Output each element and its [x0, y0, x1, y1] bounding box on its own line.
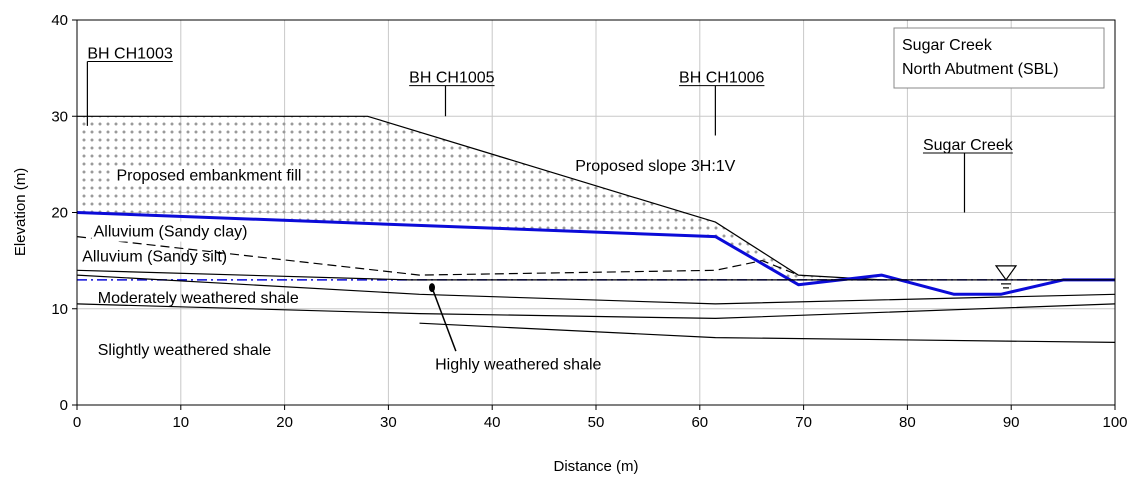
borehole-markers: BH CH1003 BH CH1005 BH CH1006 Sugar Creek — [86, 46, 1018, 289]
series-lines — [76, 115, 1116, 343]
x-tick-label: 30 — [380, 414, 397, 431]
borehole-label: BH CH1005 — [409, 70, 494, 87]
y-tick-label: 40 — [51, 12, 68, 29]
legend: Sugar Creek North Abutment (SBL) — [893, 27, 1105, 89]
water-level-triangle-icon — [994, 265, 1018, 281]
x-tick-label: 60 — [691, 414, 708, 431]
layer-annotation: Alluvium (Sandy clay) — [94, 224, 248, 241]
y-tick-label: 0 — [60, 397, 68, 414]
y-axis-title: Elevation (m) — [12, 168, 29, 256]
legend-entry: Sugar Creek — [902, 37, 993, 54]
x-tick-label: 0 — [73, 414, 81, 431]
annotation-background — [114, 165, 304, 186]
embankment-fill-area — [77, 116, 882, 285]
borehole-label: BH CH1006 — [679, 70, 764, 87]
annotations: Proposed embankment fill Proposed slope 3… — [82, 158, 735, 373]
x-tick-label: 20 — [276, 414, 293, 431]
axis-ticks: 0 10 20 30 40 50 60 70 80 90 100 0 10 20 30 40 — [51, 12, 1127, 431]
alluvium-boundary-line — [76, 236, 799, 276]
borehole-label: BH CH1003 — [87, 46, 172, 63]
x-tick-label: 40 — [484, 414, 501, 431]
legend-entry: North Abutment (SBL) — [902, 61, 1059, 78]
layer-annotation: Slightly weathered shale — [98, 342, 272, 359]
pointer-dot — [428, 283, 435, 293]
annotation-background — [91, 221, 250, 242]
x-axis-title: Distance (m) — [553, 458, 638, 475]
x-tick-label: 90 — [1003, 414, 1020, 431]
x-tick-label: 50 — [588, 414, 605, 431]
x-tick-label: 80 — [899, 414, 916, 431]
layer-annotation: Proposed slope 3H:1V — [575, 158, 735, 175]
layer-annotation: Proposed embankment fill — [116, 168, 301, 185]
moderately-weathered-top-line — [76, 274, 1116, 305]
fill-region — [77, 116, 882, 285]
layer-annotation: Moderately weathered shale — [98, 290, 299, 307]
slightly-weathered-top-line — [76, 303, 1116, 320]
creek-label: Sugar Creek — [923, 137, 1014, 154]
lower-boundary-line — [419, 322, 1116, 343]
embankment-line — [77, 115, 882, 281]
pointer-line — [431, 287, 457, 352]
legend-box — [893, 27, 1105, 89]
x-tick-label: 10 — [172, 414, 189, 431]
x-tick-label: 100 — [1102, 414, 1127, 431]
existing-ground-line — [76, 211, 1115, 296]
y-tick-label: 10 — [51, 301, 68, 318]
highly-weathered-top-line — [76, 269, 1115, 281]
y-tick-label: 30 — [51, 108, 68, 125]
layer-annotation: Highly weathered shale — [435, 356, 601, 373]
layer-annotation: Alluvium (Sandy silt) — [82, 249, 227, 266]
y-tick-label: 20 — [51, 205, 68, 222]
x-tick-label: 70 — [795, 414, 812, 431]
